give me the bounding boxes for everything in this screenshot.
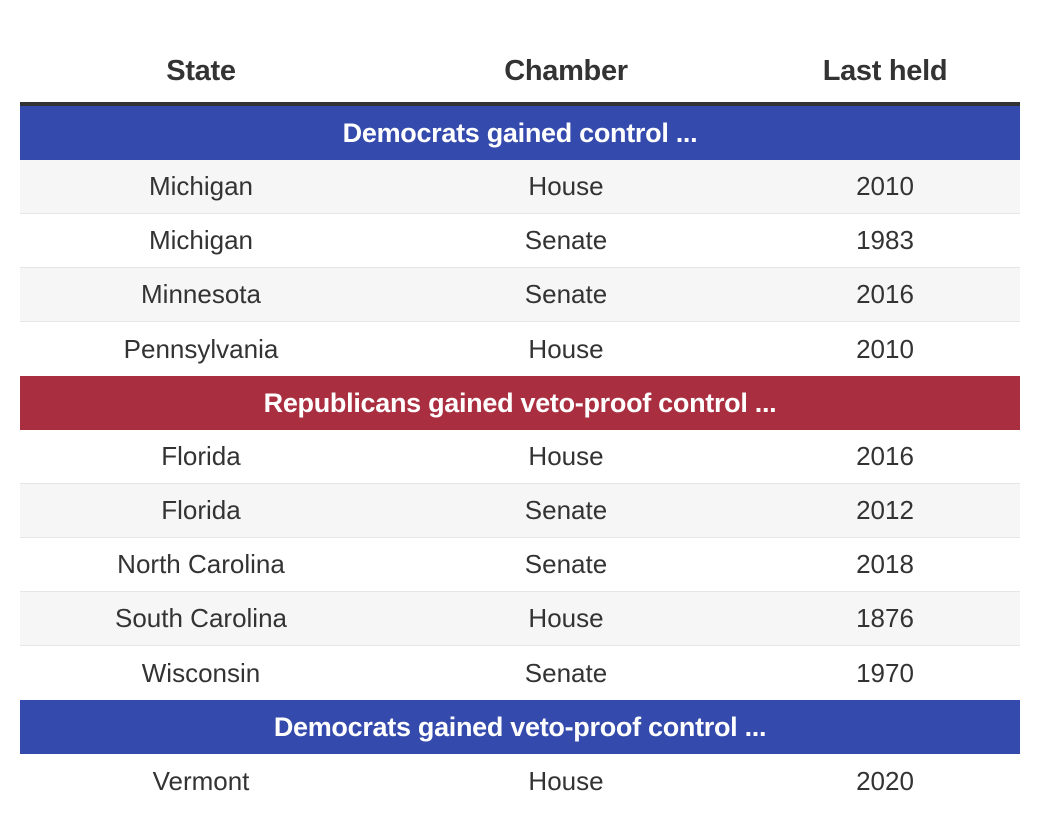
chamber-cell: Senate [524, 279, 608, 309]
table-row: Pennsylvania House 2010 [20, 322, 1020, 376]
table-row: Florida Senate 2012 [20, 484, 1020, 538]
column-header-chamber: Chamber [504, 54, 628, 87]
chamber-cell: House [528, 765, 604, 796]
last-held-cell: 2010 [856, 171, 914, 201]
last-held-cell: 2010 [856, 333, 914, 364]
state-cell: Vermont [152, 765, 250, 796]
chamber-cell: Senate [524, 657, 608, 688]
table-row: Vermont House 2020 [20, 754, 1020, 808]
state-cell: Wisconsin [141, 657, 261, 688]
chamber-cell: House [528, 171, 604, 201]
table-header: State Chamber Last held [20, 48, 1020, 106]
last-held-cell: 2016 [856, 441, 914, 471]
chamber-cell: Senate [524, 495, 608, 525]
table-row: North Carolina Senate 2018 [20, 538, 1020, 592]
state-cell: South Carolina [115, 603, 287, 633]
table-row: Wisconsin Senate 1970 [20, 646, 1020, 700]
last-held-cell: 1876 [856, 603, 914, 633]
state-cell: Minnesota [141, 279, 261, 309]
chamber-cell: House [528, 333, 604, 364]
column-header-last-held: Last held [822, 54, 948, 87]
chamber-cell: House [528, 603, 604, 633]
group-header-republicans-veto-proof: Republicans gained veto-proof control ..… [20, 376, 1020, 430]
last-held-cell: 2018 [856, 549, 914, 579]
group-header-democrats-control: Democrats gained control ... [20, 106, 1020, 160]
group-header-democrats-veto-proof: Democrats gained veto-proof control ... [20, 700, 1020, 754]
table-row: South Carolina House 1876 [20, 592, 1020, 646]
table-row: Minnesota Senate 2016 [20, 268, 1020, 322]
table-row: Florida House 2016 [20, 430, 1020, 484]
state-cell: Pennsylvania [123, 333, 279, 364]
state-cell: Michigan [148, 171, 254, 201]
control-table: State Chamber Last held Democrats gained… [20, 48, 1020, 808]
state-cell: Florida [161, 495, 241, 525]
table-row: Michigan House 2010 [20, 160, 1020, 214]
chamber-cell: House [528, 441, 604, 471]
column-header-state: State [166, 54, 236, 87]
last-held-cell: 2016 [856, 279, 914, 309]
last-held-cell: 2020 [856, 765, 914, 796]
state-cell: North Carolina [117, 549, 285, 579]
chamber-cell: Senate [524, 549, 608, 579]
last-held-cell: 2012 [856, 495, 914, 525]
chamber-cell: Senate [524, 225, 608, 255]
state-cell: Michigan [148, 225, 254, 255]
state-cell: Florida [161, 441, 241, 471]
table-row: Michigan Senate 1983 [20, 214, 1020, 268]
last-held-cell: 1970 [856, 657, 914, 688]
last-held-cell: 1983 [856, 225, 914, 255]
